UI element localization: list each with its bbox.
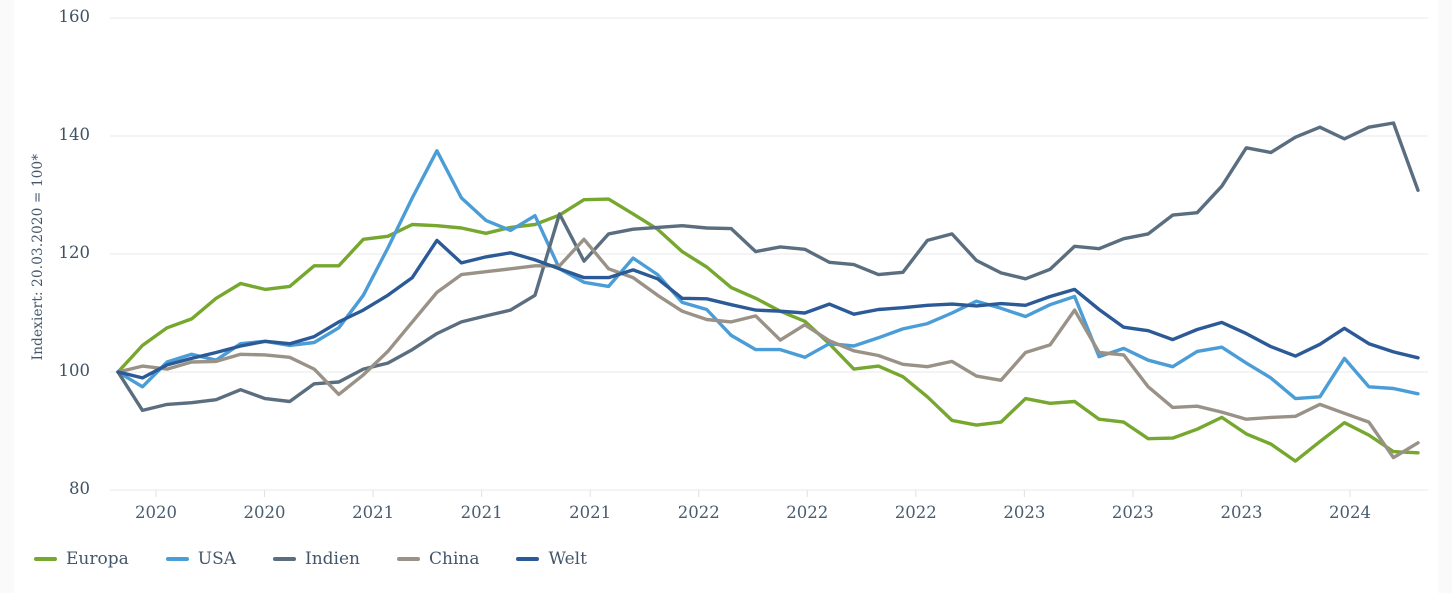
legend-swatch-usa bbox=[165, 556, 189, 562]
left-gutter bbox=[0, 0, 14, 593]
x-tick-label-3: 2021 bbox=[460, 503, 503, 522]
x-tick-label-8: 2023 bbox=[1003, 503, 1046, 522]
x-tick-label-7: 2022 bbox=[894, 503, 937, 522]
legend-item-europa[interactable]: Europa bbox=[34, 549, 129, 569]
legend-label: Indien bbox=[305, 549, 360, 569]
x-tick-label-2: 2021 bbox=[352, 503, 395, 522]
legend-swatch-indien bbox=[273, 556, 296, 562]
series-line-china bbox=[116, 237, 1420, 460]
y-tick-label-160: 160 bbox=[58, 7, 91, 26]
x-tick-label-5: 2022 bbox=[677, 503, 720, 522]
series-line-europa bbox=[116, 197, 1420, 463]
legend-item-welt[interactable]: Welt bbox=[516, 549, 587, 569]
legend-label: China bbox=[429, 549, 480, 569]
series-line-indien bbox=[116, 121, 1420, 413]
series-line-welt bbox=[116, 238, 1420, 380]
legend-item-indien[interactable]: Indien bbox=[273, 549, 360, 569]
x-tick-label-4: 2021 bbox=[569, 503, 612, 522]
y-tick-label-120: 120 bbox=[58, 243, 91, 262]
legend-swatch-europa bbox=[34, 556, 57, 562]
x-tick-label-6: 2022 bbox=[786, 503, 829, 522]
x-tick-label-1: 2020 bbox=[243, 503, 286, 522]
legend-label: Welt bbox=[548, 549, 587, 569]
x-tick-label-0: 2020 bbox=[135, 503, 177, 522]
y-tick-label-80: 80 bbox=[69, 479, 90, 498]
legend-swatch-china bbox=[397, 556, 420, 562]
right-gutter bbox=[1438, 0, 1452, 593]
series-line-usa bbox=[116, 149, 1420, 401]
y-tick-label-140: 140 bbox=[58, 125, 91, 144]
legend-label: Europa bbox=[66, 549, 129, 569]
chart-legend: Europa USA Indien China Welt bbox=[34, 549, 587, 569]
y-tick-label-100: 100 bbox=[58, 361, 91, 380]
x-tick-label-11: 2024 bbox=[1329, 503, 1371, 522]
legend-item-china[interactable]: China bbox=[397, 549, 479, 569]
legend-label: USA bbox=[197, 549, 236, 569]
x-tick-label-9: 2023 bbox=[1111, 503, 1154, 522]
legend-item-usa[interactable]: USA bbox=[165, 549, 236, 569]
legend-swatch-welt bbox=[516, 556, 540, 562]
x-tick-label-10: 2023 bbox=[1220, 503, 1263, 522]
